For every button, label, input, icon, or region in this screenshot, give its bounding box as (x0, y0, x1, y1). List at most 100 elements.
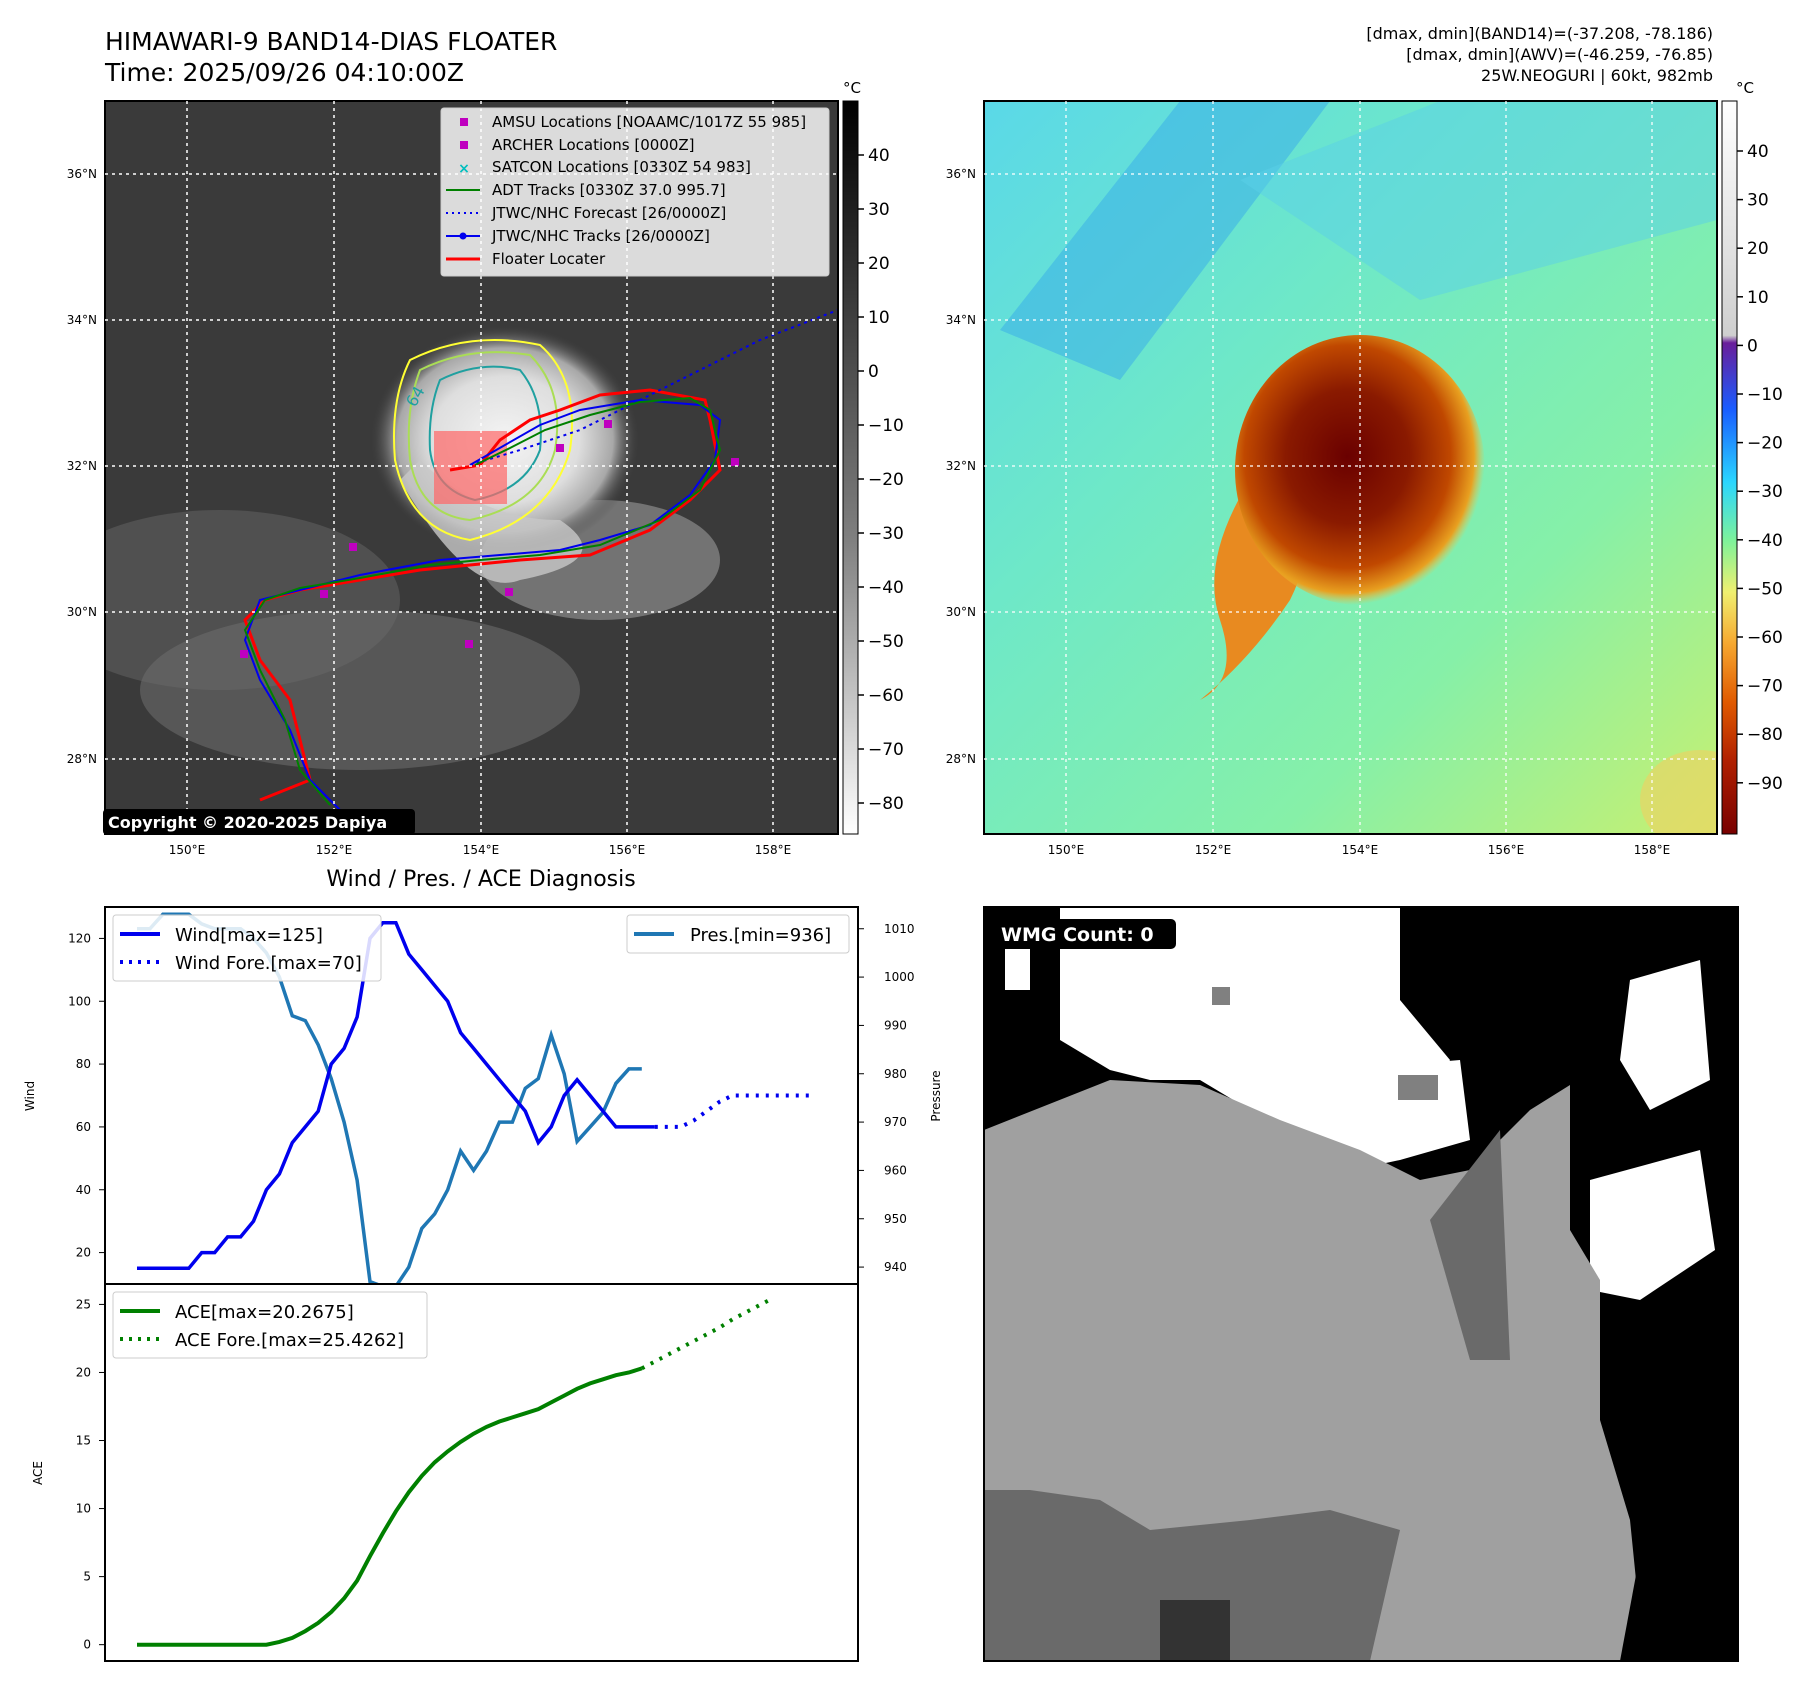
ace-tick-label: 0 (83, 1638, 91, 1652)
wmg-frame (983, 906, 1739, 1662)
ace-tick-label: 25 (76, 1297, 91, 1311)
legend-satcon-label: SATCON Locations [0330Z 54 983] (492, 158, 751, 176)
wind-axis-label: Wind (23, 1081, 37, 1111)
wmg-white-ne (1620, 960, 1710, 1110)
diagnosis-title: Wind / Pres. / ACE Diagnosis (326, 867, 635, 892)
pres-tick-label: 970 (884, 1115, 907, 1129)
awv-lat-tick-34: 34°N (946, 313, 976, 327)
ir-colorbar-tick-label: −40 (868, 578, 904, 598)
legend-amsu-marker (460, 118, 468, 126)
awv-lon-tick-154: 154°E (1342, 843, 1379, 857)
legend-forecast-label: JTWC/NHC Forecast [26/0000Z] (491, 204, 726, 222)
ir-colorbar-tick-label: −60 (868, 686, 904, 706)
ir-colorbar (842, 100, 859, 835)
awv-colorbar-tick-label: −20 (1747, 434, 1783, 454)
awv-lon-tick-152: 152°E (1195, 843, 1232, 857)
legend-floater-label: Floater Locater (492, 250, 606, 268)
info-storm: 25W.NEOGURI | 60kt, 982mb (1481, 66, 1713, 85)
awv-lat-tick-28: 28°N (946, 752, 976, 766)
ir-colorbar-tick-label: −10 (868, 416, 904, 436)
awv-colorbar (1721, 100, 1738, 835)
awv-colorbar-tick-label: 0 (1747, 336, 1758, 356)
awv-gridlines (984, 101, 1717, 834)
legend-archer-label: ARCHER Locations [0000Z] (492, 136, 695, 154)
awv-storm-core (1235, 335, 1485, 605)
awv-colorbar-tick-label: 20 (1747, 239, 1769, 259)
wmg-gray-speck (1212, 987, 1230, 1005)
ir-colorbar-tick-label: −50 (868, 632, 904, 652)
awv-lat-tick-36: 36°N (946, 167, 976, 181)
ir-cloud-s (140, 610, 580, 770)
ace-legend-label: ACE[max=20.2675] (175, 1302, 354, 1323)
legend-jtwc-dot (459, 232, 467, 240)
wind-fore-legend-label: Wind Fore.[max=70] (175, 953, 362, 974)
pres-tick-label: 980 (884, 1067, 907, 1081)
ir-map-panel: 64 150°E 152°E 154°E 156 (67, 79, 904, 857)
ir-colorbar-tick-label: 40 (868, 146, 890, 166)
legend-amsu-label: AMSU Locations [NOAAMC/1017Z 55 985] (492, 113, 806, 131)
amsu-markers (240, 420, 739, 658)
legend-satcon-marker: × (458, 161, 470, 177)
wind-series-line (137, 920, 655, 1271)
awv-lon-tick-158: 158°E (1634, 843, 1671, 857)
legend-adt-label: ADT Tracks [0330Z 37.0 995.7] (492, 181, 726, 199)
ir-contour-green (407, 351, 559, 522)
awv-lon-tick-156: 156°E (1488, 843, 1525, 857)
awv-dry-band (1000, 101, 1330, 380)
ir-lon-tick-156: 156°E (609, 843, 646, 857)
awv-lat-tick-30: 30°N (946, 605, 976, 619)
jtwc-forecast (469, 309, 838, 466)
copyright-badge (103, 809, 415, 835)
wmg-white-e (1590, 1150, 1715, 1300)
awv-colorbar-tick-label: −80 (1747, 725, 1783, 745)
ir-contour-teal (428, 365, 542, 502)
ir-colorbar-unit: °C (843, 79, 861, 97)
jtwc-track (243, 398, 722, 811)
ir-colorbar-tick-label: 0 (868, 362, 879, 382)
info-band14: [dmax, dmin](BAND14)=(-37.208, -78.186) (1366, 24, 1713, 43)
wmg-darkest-patch (1160, 1600, 1230, 1661)
wmg-dark-band (1430, 1130, 1510, 1360)
pres-legend-label: Pres.[min=936] (690, 925, 831, 946)
ace-tick-label: 15 (76, 1434, 91, 1448)
ir-lat-tick-36: 36°N (67, 167, 97, 181)
legend-archer-marker (460, 141, 468, 149)
ir-lon-tick-158: 158°E (755, 843, 792, 857)
figure-time: Time: 2025/09/26 04:10:00Z (104, 58, 464, 87)
ir-colorbar-tick-label: 20 (868, 254, 890, 274)
floater-track (243, 388, 722, 802)
wmg-white-north (1060, 907, 1450, 1175)
awv-frame (983, 100, 1718, 835)
awv-map-panel: 150°E 152°E 154°E 156°E 158°E 36°N 34°N … (946, 79, 1783, 857)
wmg-count-badge (992, 919, 1176, 949)
info-awv: [dmax, dmin](AWV)=(-46.259, -76.85) (1406, 45, 1713, 64)
awv-colorbar-tick-label: −70 (1747, 677, 1783, 697)
wind-tick-label: 100 (68, 994, 91, 1008)
ace-forecast-line (640, 1297, 773, 1371)
ace-axis-label: ACE (31, 1461, 45, 1485)
wmg-gray-patch (1398, 1075, 1438, 1100)
awv-colorbar-tick-label: 40 (1747, 142, 1769, 162)
wmg-black-se (1620, 1470, 1738, 1661)
ace-legend-box (112, 1291, 428, 1359)
ir-colorbar-tick-label: −20 (868, 470, 904, 490)
ir-colorbar-tick-label: −70 (868, 740, 904, 760)
ir-lat-tick-34: 34°N (67, 313, 97, 327)
ir-legend: × AMSU Locations [NOAAMC/1017Z 55 985] A… (440, 107, 830, 277)
wind-tick-label: 20 (76, 1246, 91, 1260)
pres-tick-label: 940 (884, 1260, 907, 1274)
wind-legend-label: Wind[max=125] (175, 925, 323, 946)
awv-colorbar-tick-label: 30 (1747, 191, 1769, 211)
copyright-text: Copyright © 2020-2025 Dapiya (108, 813, 387, 832)
awv-colorbar-unit: °C (1736, 79, 1754, 97)
wind-tick-label: 120 (68, 931, 91, 945)
ir-lon-tick-152: 152°E (316, 843, 353, 857)
legend-box (440, 107, 830, 277)
legend-jtwc-label: JTWC/NHC Tracks [26/0000Z] (491, 227, 710, 245)
awv-lon-tick-150: 150°E (1048, 843, 1085, 857)
ir-lat-tick-30: 30°N (67, 605, 97, 619)
ir-colorbar-tick-label: −30 (868, 524, 904, 544)
pres-tick-label: 950 (884, 1212, 907, 1226)
ace-tick-label: 20 (76, 1365, 91, 1379)
awv-colorbar-tick-label: −10 (1747, 385, 1783, 405)
